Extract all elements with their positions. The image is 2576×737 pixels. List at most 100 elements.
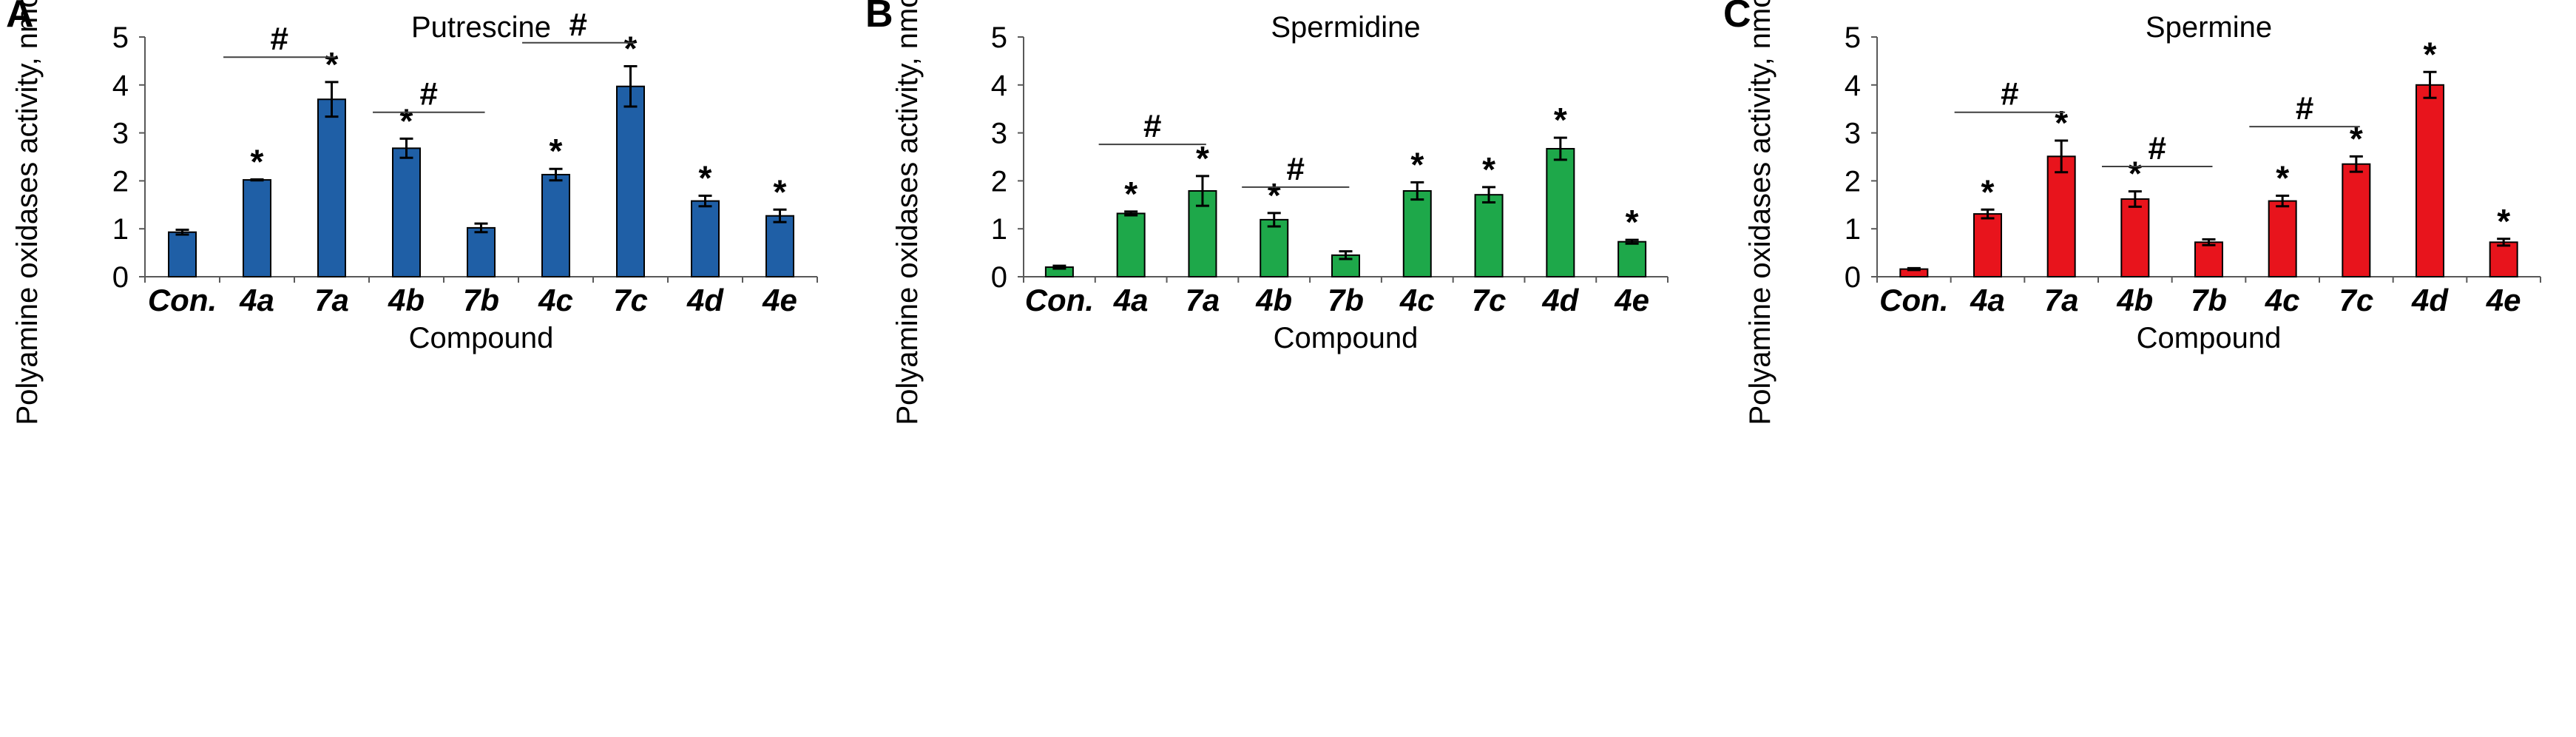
significance-star: * (1554, 101, 1567, 139)
y-axis-label: Polyamine oxidases activity, nmol/mkg/h (11, 0, 44, 425)
significance-star: * (2055, 104, 2068, 142)
y-tick-label: 4 (991, 70, 1007, 102)
chart-title: Spermine (2146, 11, 2272, 44)
significance-star: * (774, 172, 787, 211)
bar-4e (2489, 241, 2518, 277)
y-tick-label: 1 (1845, 213, 1861, 246)
x-tick-label: 4e (1614, 283, 1649, 317)
significance-star: * (1196, 139, 1209, 178)
significance-star: * (624, 30, 638, 68)
y-tick-label: 2 (112, 165, 129, 198)
significance-star: * (400, 101, 413, 140)
y-tick-label: 0 (1845, 261, 1861, 294)
significance-star: * (325, 45, 339, 84)
x-tick-label: 4b (1255, 283, 1292, 317)
x-tick-label: 4b (388, 283, 425, 317)
x-axis-label: Compound (409, 322, 554, 354)
bar-4b (2120, 198, 2150, 277)
x-tick-label: 7a (314, 283, 349, 317)
comparison-hash: # (2001, 76, 2018, 112)
y-tick-label: 3 (112, 118, 129, 150)
bar-4d (2416, 84, 2444, 278)
y-tick-label: 3 (1845, 118, 1861, 150)
bar-4b (392, 147, 421, 277)
bar-4d (1546, 147, 1575, 277)
bar-4e (1617, 240, 1647, 278)
panel-letter: A (6, 0, 34, 36)
bar-4e (765, 215, 794, 278)
x-tick-label: 7a (1186, 283, 1220, 317)
panel-a: A Putrescine 0 1 2 3 4 5 Polyamine oxidases acti… (6, 0, 818, 425)
y-tick-label: 0 (991, 261, 1007, 294)
significance-star: * (251, 142, 264, 181)
bar-4c (1402, 190, 1432, 277)
y-tick-label: 3 (991, 118, 1007, 150)
bar-4a (1116, 212, 1146, 277)
y-axis-label: Polyamine oxidases activity, nmol/mkg/h (891, 0, 924, 425)
significance-star: * (1626, 203, 1639, 241)
significance-star: * (1981, 172, 1995, 211)
bar-4a (1973, 213, 2002, 277)
bar-4a (243, 179, 271, 277)
panel-letter: C (1723, 0, 1751, 36)
panel-letter: B (865, 0, 893, 36)
y-tick-label: 4 (112, 70, 129, 102)
significance-star: * (2350, 119, 2363, 158)
y-tick-label: 5 (112, 21, 129, 54)
x-tick-label: Con. (1879, 283, 1948, 317)
significance-star: * (1268, 176, 1281, 215)
y-tick-label: 4 (1845, 70, 1861, 102)
y-axis-label: Polyamine oxidases activity, nmol/mkg/h (1744, 0, 1777, 425)
x-tick-label: 7c (1472, 283, 1507, 317)
bar-4b (1260, 218, 1289, 277)
x-tick-label: 4d (2411, 283, 2449, 317)
significance-star: * (550, 132, 563, 170)
significance-star: * (2129, 155, 2142, 193)
x-tick-label: Con. (148, 283, 217, 317)
x-tick-label: 4c (2265, 283, 2300, 317)
x-tick-label: Con. (1025, 283, 1094, 317)
bar-7a (317, 98, 346, 277)
panel-c: C Spermine 0 1 2 3 4 5 Polyamine oxidases activi… (1723, 0, 2541, 425)
x-tick-label: 4e (2486, 283, 2521, 317)
x-tick-label: 4a (1113, 283, 1149, 317)
x-tick-label: 7b (2191, 283, 2227, 317)
x-axis-label: Compound (1274, 322, 1419, 354)
x-tick-label: 4d (1541, 283, 1579, 317)
x-tick-label: 4c (1399, 283, 1435, 317)
comparison-hash: # (2148, 130, 2166, 166)
bar-4d (691, 200, 720, 277)
x-tick-label: 4b (2116, 283, 2153, 317)
significance-star: * (1124, 175, 1137, 213)
comparison-hash: # (1143, 108, 1161, 144)
bar-7c (1474, 194, 1504, 277)
bar-4c (2268, 200, 2297, 277)
x-tick-label: 7c (613, 283, 648, 317)
chart-title: Putrescine (411, 11, 551, 44)
comparison-hash: # (420, 76, 438, 112)
chart-title: Spermidine (1271, 11, 1420, 44)
x-axis-label: Compound (2137, 322, 2282, 354)
significance-star: * (1482, 150, 1495, 189)
x-tick-label: 7b (463, 283, 499, 317)
y-tick-label: 5 (1845, 21, 1861, 54)
x-tick-label: 4c (538, 283, 573, 317)
bar-7c (616, 85, 645, 278)
y-tick-label: 1 (112, 213, 129, 246)
y-tick-label: 2 (1845, 165, 1861, 198)
significance-star: * (2497, 202, 2510, 240)
x-tick-label: 7c (2339, 283, 2373, 317)
y-tick-label: 2 (991, 165, 1007, 198)
panel-b: B Spermidine 0 1 2 3 4 5 Polyamine oxidases acti… (865, 0, 1669, 425)
bar-7b (467, 226, 496, 277)
y-tick-label: 0 (112, 261, 129, 294)
x-tick-label: 4a (239, 283, 274, 317)
comparison-hash: # (271, 21, 288, 57)
y-tick-label: 5 (991, 21, 1007, 54)
significance-star: * (699, 158, 712, 197)
x-tick-label: 7a (2044, 283, 2079, 317)
y-tick-label: 1 (991, 213, 1007, 246)
bar-7c (2342, 163, 2371, 277)
comparison-hash: # (1287, 151, 1305, 187)
